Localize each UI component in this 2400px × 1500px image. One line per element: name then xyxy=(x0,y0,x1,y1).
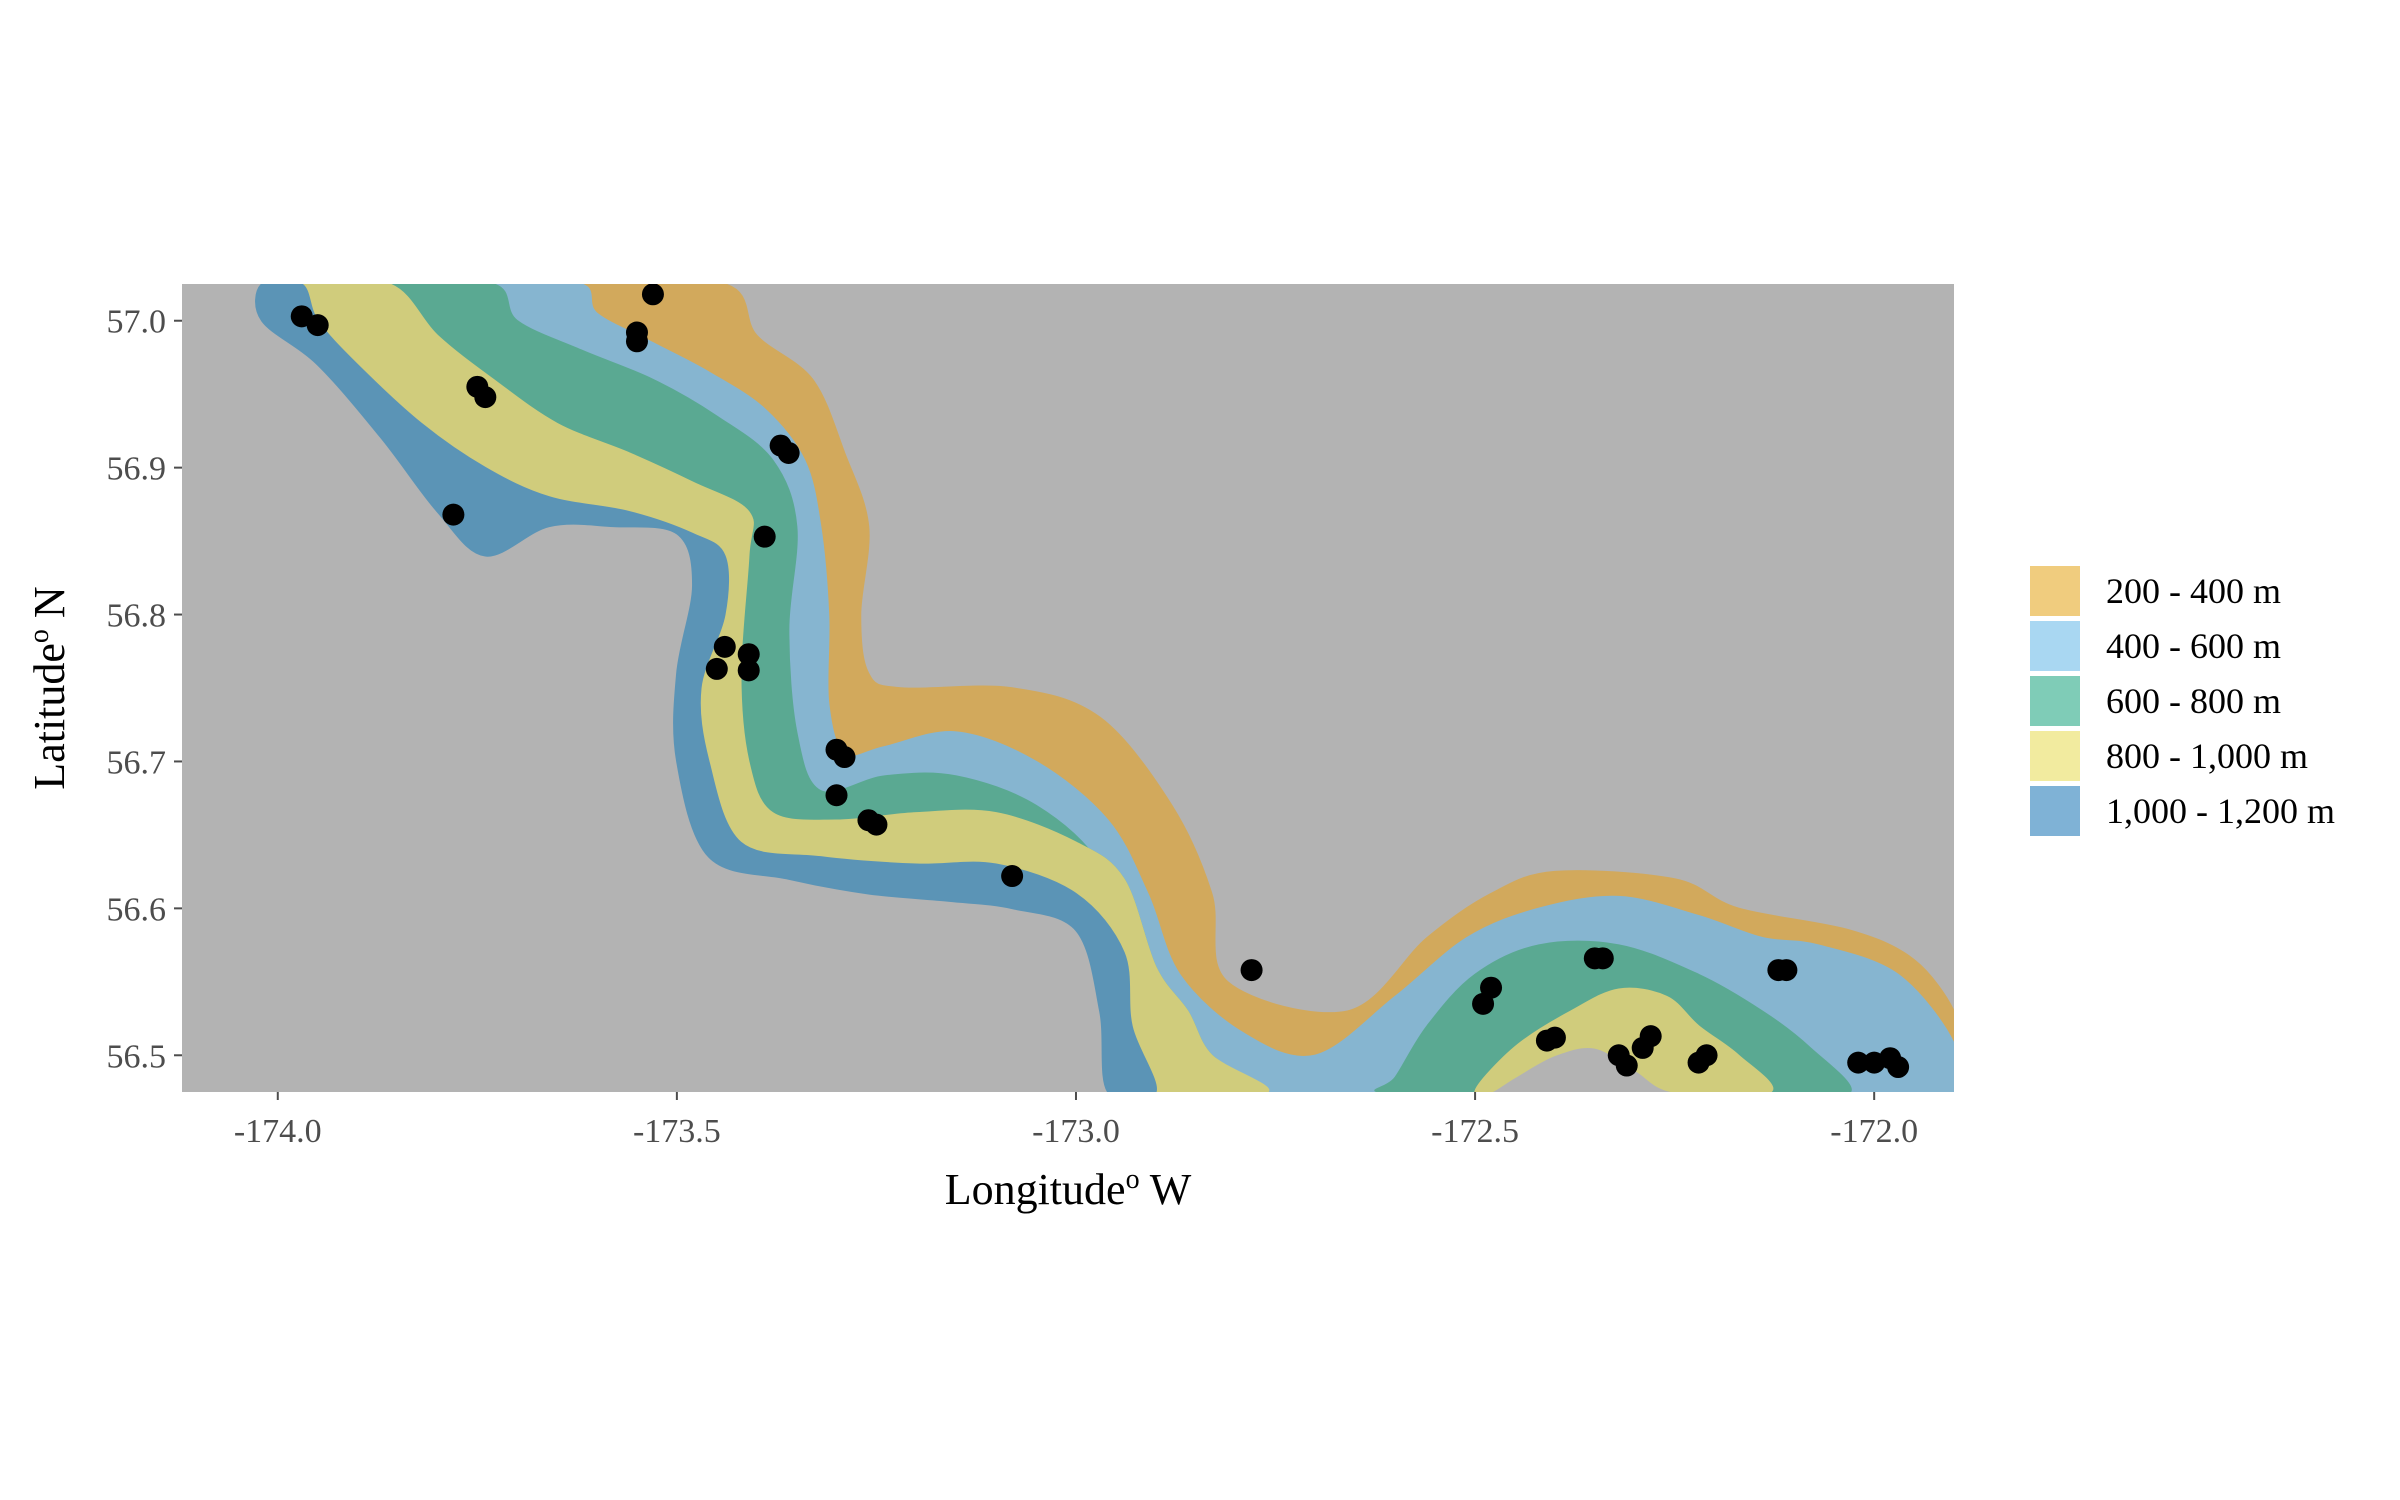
station-point-21 xyxy=(1240,959,1263,982)
station-point-17 xyxy=(825,784,848,807)
y-tick-label: 56.8 xyxy=(107,598,167,635)
x-tick-label: -173.0 xyxy=(1032,1113,1120,1150)
station-point-33 xyxy=(1631,1036,1654,1059)
legend-label-4: 1,000 - 1,200 m xyxy=(2106,791,2335,831)
station-point-25 xyxy=(1591,947,1614,970)
station-point-27 xyxy=(1775,959,1798,982)
station-point-35 xyxy=(1695,1044,1718,1067)
station-point-39 xyxy=(1879,1047,1902,1070)
station-points xyxy=(290,284,1910,1079)
x-tick-label: -172.0 xyxy=(1830,1113,1918,1150)
legend-label-1: 400 - 600 m xyxy=(2106,626,2281,666)
x-tick-label: -173.5 xyxy=(633,1113,721,1150)
station-point-9 xyxy=(777,441,800,464)
station-point-2 xyxy=(641,284,664,306)
station-point-6 xyxy=(474,386,497,409)
depth-band-6 xyxy=(255,284,1157,1092)
legend-swatch-0 xyxy=(2030,566,2080,616)
station-point-11 xyxy=(713,635,736,658)
legend-label-0: 200 - 400 m xyxy=(2106,571,2281,611)
x-tick-label: -174.0 xyxy=(234,1113,322,1150)
station-point-14 xyxy=(737,659,760,682)
x-axis: -174.0 -173.5 -173.0 -172.5 -172.0 xyxy=(234,1092,1918,1150)
legend-label-3: 800 - 1,000 m xyxy=(2106,736,2308,776)
legend-swatch-2 xyxy=(2030,676,2080,726)
x-tick-label: -172.5 xyxy=(1431,1113,1519,1150)
depth-bands xyxy=(255,284,1954,1092)
station-point-10 xyxy=(753,525,776,548)
x-axis-title-degree: o xyxy=(1126,1164,1140,1195)
legend-label-2: 600 - 800 m xyxy=(2106,681,2281,721)
legend-swatch-3 xyxy=(2030,731,2080,781)
station-point-23 xyxy=(1472,992,1495,1015)
station-point-36 xyxy=(1847,1051,1870,1074)
legend: 200 - 400 m 400 - 600 m 600 - 800 m 800 - 1… xyxy=(2030,566,2335,836)
station-point-29 xyxy=(1543,1026,1566,1049)
legend-swatch-1 xyxy=(2030,621,2080,671)
y-axis: 57.0 56.9 56.8 56.7 56.6 56.5 xyxy=(107,304,182,1075)
y-tick-label: 57.0 xyxy=(107,304,167,341)
y-tick-label: 56.9 xyxy=(107,451,167,488)
y-axis-title-degree: o xyxy=(24,629,55,643)
x-axis-title: Longitudeo W xyxy=(945,1164,1192,1214)
y-tick-label: 56.5 xyxy=(107,1038,167,1075)
station-point-7 xyxy=(442,503,465,526)
legend-swatch-4 xyxy=(2030,786,2080,836)
y-axis-title: Latitudeo N xyxy=(24,586,74,789)
station-point-20 xyxy=(1001,865,1024,888)
station-point-31 xyxy=(1615,1054,1638,1077)
station-point-13 xyxy=(737,643,760,666)
station-point-16 xyxy=(833,746,856,769)
station-point-12 xyxy=(705,657,728,680)
station-point-4 xyxy=(625,330,648,353)
station-point-1 xyxy=(306,314,329,337)
station-point-19 xyxy=(865,813,888,836)
y-tick-label: 56.6 xyxy=(107,891,167,928)
y-tick-label: 56.7 xyxy=(107,744,167,781)
